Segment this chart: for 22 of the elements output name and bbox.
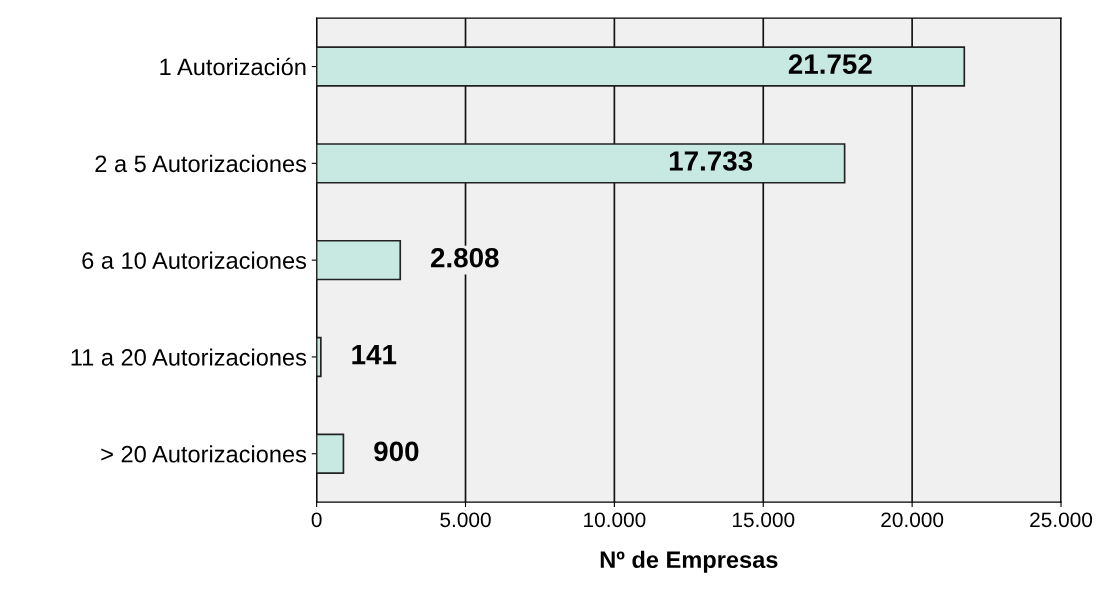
bar <box>316 143 846 184</box>
bar <box>316 46 966 87</box>
bar <box>316 433 345 474</box>
data-label: 2.808 <box>430 247 499 268</box>
bar <box>316 336 322 378</box>
x-tick-label: 15.000 <box>732 512 795 528</box>
y-tick-label: > 20 Autorizaciones <box>101 445 307 463</box>
data-label: 21.752 <box>788 54 872 75</box>
data-label: 141 <box>352 345 397 365</box>
x-tick-label: 0 <box>311 512 322 528</box>
y-tick-label: 11 a 20 Autorizaciones <box>71 348 307 366</box>
y-tick-label: 1 Autorización <box>160 57 306 76</box>
x-tick-label: 5.000 <box>440 512 491 528</box>
x-tick-label: 25.000 <box>1030 512 1093 528</box>
x-axis-title: Nº de Empresas <box>600 550 778 573</box>
y-tick-label: 6 a 10 Autorizaciones <box>82 251 307 269</box>
y-tick-label: 2 a 5 Autorizaciones <box>95 154 307 173</box>
data-label: 900 <box>374 441 419 462</box>
x-tick-label: 10.000 <box>584 512 646 528</box>
x-tick-label: 20.000 <box>881 512 944 528</box>
data-label: 17.733 <box>669 151 753 171</box>
bar <box>316 239 402 281</box>
